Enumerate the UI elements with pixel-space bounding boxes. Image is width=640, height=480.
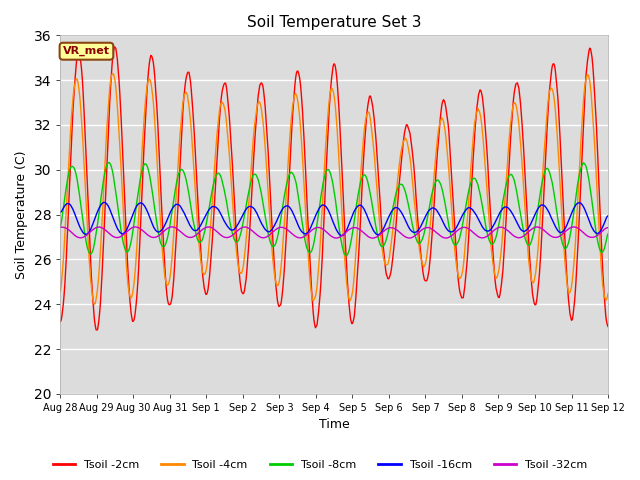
Tsoil -32cm: [67, 228, 74, 234]
Tsoil -2cm: [209, 233, 216, 239]
Tsoil -4cm: [209, 194, 216, 200]
Tsoil -16cm: [179, 208, 187, 214]
Tsoil -16cm: [604, 213, 612, 219]
Tsoil -32cm: [369, 235, 376, 241]
Tsoil -32cm: [179, 231, 187, 237]
Tsoil -4cm: [56, 288, 64, 294]
Tsoil -8cm: [105, 160, 113, 166]
Text: VR_met: VR_met: [63, 46, 110, 56]
Tsoil -2cm: [111, 44, 118, 50]
Tsoil -16cm: [124, 226, 131, 231]
Tsoil -16cm: [208, 204, 216, 210]
Tsoil -2cm: [180, 97, 188, 103]
Tsoil -4cm: [403, 136, 410, 142]
Tsoil -4cm: [604, 290, 612, 296]
Tsoil -16cm: [403, 219, 410, 225]
Tsoil -8cm: [403, 192, 410, 198]
Tsoil -2cm: [403, 122, 410, 128]
Tsoil -16cm: [419, 221, 426, 227]
Line: Tsoil -2cm: Tsoil -2cm: [60, 47, 608, 330]
X-axis label: Time: Time: [319, 419, 349, 432]
Tsoil -8cm: [67, 166, 74, 171]
Line: Tsoil -4cm: Tsoil -4cm: [60, 74, 608, 304]
Tsoil -16cm: [56, 209, 64, 215]
Tsoil -32cm: [56, 224, 64, 230]
Tsoil -4cm: [124, 282, 132, 288]
Tsoil -32cm: [123, 229, 131, 235]
Tsoil -4cm: [91, 301, 99, 307]
Tsoil -2cm: [93, 327, 100, 333]
Tsoil -8cm: [604, 231, 612, 237]
Tsoil -2cm: [56, 319, 64, 324]
Tsoil -32cm: [604, 225, 612, 230]
Tsoil -32cm: [403, 234, 410, 240]
Tsoil -2cm: [67, 169, 74, 175]
Tsoil -2cm: [604, 324, 612, 329]
Tsoil -8cm: [208, 189, 216, 195]
Line: Tsoil -16cm: Tsoil -16cm: [60, 203, 608, 236]
Tsoil -4cm: [109, 71, 116, 77]
Tsoil -32cm: [419, 227, 426, 232]
Legend: Tsoil -2cm, Tsoil -4cm, Tsoil -8cm, Tsoil -16cm, Tsoil -32cm: Tsoil -2cm, Tsoil -4cm, Tsoil -8cm, Tsoi…: [48, 456, 592, 474]
Tsoil -4cm: [67, 134, 74, 140]
Tsoil -8cm: [419, 237, 426, 242]
Tsoil -2cm: [124, 270, 132, 276]
Title: Soil Temperature Set 3: Soil Temperature Set 3: [247, 15, 421, 30]
Tsoil -8cm: [179, 168, 187, 173]
Tsoil -4cm: [180, 96, 188, 101]
Tsoil -4cm: [419, 260, 426, 265]
Tsoil -16cm: [339, 233, 346, 239]
Tsoil -2cm: [419, 262, 426, 267]
Tsoil -16cm: [67, 202, 74, 207]
Tsoil -32cm: [208, 225, 216, 230]
Tsoil -32cm: [168, 224, 176, 230]
Tsoil -8cm: [124, 250, 131, 255]
Tsoil -16cm: [100, 200, 108, 205]
Line: Tsoil -8cm: Tsoil -8cm: [60, 163, 608, 256]
Y-axis label: Soil Temperature (C): Soil Temperature (C): [15, 150, 28, 279]
Line: Tsoil -32cm: Tsoil -32cm: [60, 227, 608, 238]
Tsoil -8cm: [342, 253, 350, 259]
Tsoil -8cm: [56, 224, 64, 229]
